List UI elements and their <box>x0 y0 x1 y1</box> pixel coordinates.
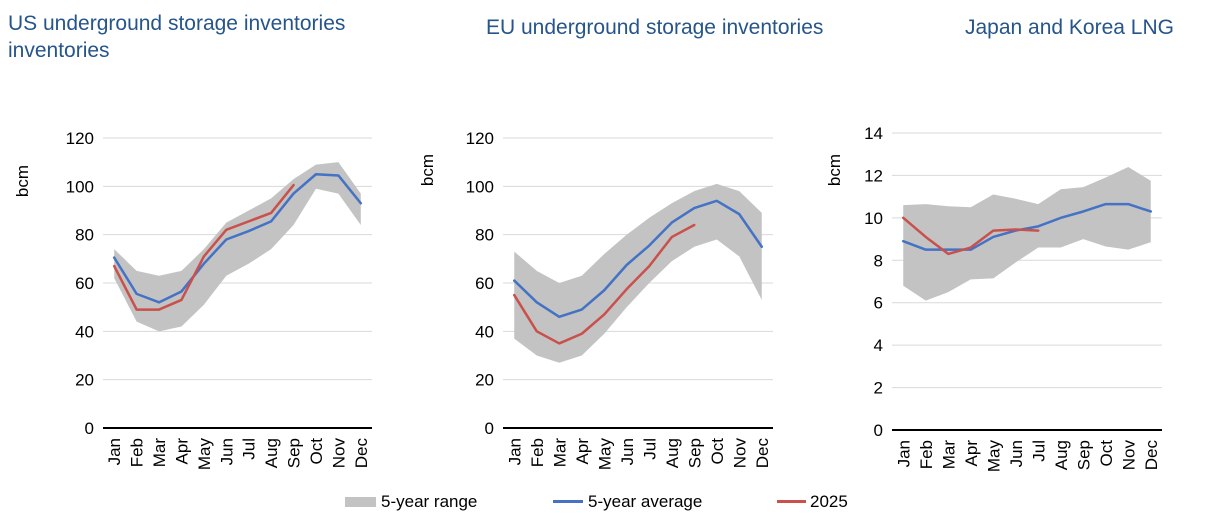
x-tick-label-dec: Dec <box>753 438 772 469</box>
y-tick-label-120: 120 <box>466 129 494 148</box>
x-tick-label-nov: Nov <box>1119 440 1138 471</box>
x-tick-label-mar: Mar <box>150 438 169 468</box>
x-tick-label-jul: Jul <box>640 438 659 460</box>
y-tick-label-120: 120 <box>66 129 94 148</box>
x-tick-label-jul: Jul <box>240 438 259 460</box>
y-tick-label-8: 8 <box>874 251 883 270</box>
y-tick-label-6: 6 <box>874 294 883 313</box>
x-tick-label-jun: Jun <box>217 438 236 465</box>
y-tick-label-12: 12 <box>864 166 883 185</box>
y-tick-label-100: 100 <box>466 177 494 196</box>
chart-title-eu-line1: EU underground storage inventories <box>486 16 824 39</box>
x-tick-label-aug: Aug <box>663 438 682 468</box>
five-year-range-band <box>903 166 1151 301</box>
five-year-range-band <box>514 183 762 363</box>
x-tick-label-apr: Apr <box>573 438 592 465</box>
chart-title-us-line1: US underground storage inventories <box>8 12 346 35</box>
x-tick-label-oct: Oct <box>708 438 727 465</box>
x-tick-label-jul: Jul <box>1029 440 1048 462</box>
y-tick-label-40: 40 <box>75 322 94 341</box>
legend-swatch-5-year-range <box>345 497 376 507</box>
x-tick-label-feb: Feb <box>917 440 936 469</box>
x-tick-label-nov: Nov <box>730 438 749 469</box>
y-tick-label-20: 20 <box>475 371 494 390</box>
line-2025 <box>513 223 696 345</box>
x-tick-label-jan: Jan <box>505 438 524 465</box>
x-tick-label-oct: Oct <box>1097 440 1116 467</box>
x-tick-label-sep: Sep <box>1074 440 1093 470</box>
us-storage-chart-plot: 0 20 40 60 80 100 120 bcm Jan Feb Mar Apr May Jun Jul A… <box>13 129 372 471</box>
y-tick-label-80: 80 <box>475 226 494 245</box>
y-tick-label-100: 100 <box>66 177 94 196</box>
y-tick-label-10: 10 <box>864 209 883 228</box>
chart-title-us-line2: inventories <box>8 39 110 62</box>
y-tick-label-80: 80 <box>75 226 94 245</box>
y-tick-label-0: 0 <box>485 419 494 438</box>
y-axis-unit-label: bcm <box>13 165 32 197</box>
x-tick-label-jan: Jan <box>105 438 124 465</box>
legend-swatch-5-year-average <box>553 500 583 503</box>
five-year-average-line <box>112 173 363 304</box>
x-tick-label-aug: Aug <box>1052 440 1071 470</box>
y-tick-label-60: 60 <box>75 274 94 293</box>
chart-title-japan-korea-line1: Japan and Korea LNG <box>965 16 1174 39</box>
five-year-average-line <box>513 199 763 319</box>
y-tick-label-60: 60 <box>475 274 494 293</box>
legend-label-2025: 2025 <box>810 492 848 511</box>
x-tick-label-nov: Nov <box>329 438 348 469</box>
x-tick-label-may: May <box>195 438 214 471</box>
x-tick-label-feb: Feb <box>128 438 147 467</box>
y-tick-label-4: 4 <box>874 336 883 355</box>
eu-storage-chart-plot: 0 20 40 60 80 100 120 bcm Jan Feb Mar Apr May Jun Jul A… <box>418 129 773 471</box>
y-tick-label-0: 0 <box>874 421 883 440</box>
x-tick-label-feb: Feb <box>528 438 547 467</box>
y-tick-label-14: 14 <box>864 124 883 143</box>
x-tick-label-apr: Apr <box>962 440 981 467</box>
chart-title-japan-korea: Japan and Korea LNG <box>965 14 1174 41</box>
x-tick-label-mar: Mar <box>550 438 569 468</box>
line-2025 <box>112 183 295 311</box>
line-2025 <box>902 216 1040 256</box>
x-tick-label-dec: Dec <box>352 438 371 469</box>
legend-swatch-2025 <box>777 500 806 503</box>
y-axis-unit-label: bcm <box>418 154 437 186</box>
x-tick-label-aug: Aug <box>262 438 281 468</box>
legend-label-5-year-range: 5-year range <box>381 492 478 511</box>
x-tick-label-jan: Jan <box>894 440 913 467</box>
x-tick-label-oct: Oct <box>307 438 326 465</box>
x-tick-label-may: May <box>984 440 1003 473</box>
x-tick-label-dec: Dec <box>1142 440 1161 471</box>
japan-korea-lng-chart-plot: 0 2 4 6 8 10 12 14 bcm Jan Feb Mar Apr May Jun Jul Aug Se… <box>825 124 1162 473</box>
legend-label-5-year-average: 5-year average <box>588 492 703 511</box>
y-tick-label-20: 20 <box>75 371 94 390</box>
x-tick-label-apr: Apr <box>172 438 191 465</box>
x-tick-label-sep: Sep <box>685 438 704 468</box>
x-tick-label-sep: Sep <box>285 438 304 468</box>
chart-title-us: US underground storage inventories inven… <box>8 10 345 64</box>
five-year-range-band <box>114 162 361 332</box>
chart-title-eu: EU underground storage inventories <box>486 14 823 41</box>
y-axis-unit-label: bcm <box>825 154 844 186</box>
x-tick-label-may: May <box>595 438 614 471</box>
y-tick-label-2: 2 <box>874 379 883 398</box>
y-tick-label-0: 0 <box>85 419 94 438</box>
x-tick-label-jun: Jun <box>618 438 637 465</box>
x-tick-label-jun: Jun <box>1007 440 1026 467</box>
y-tick-label-40: 40 <box>475 322 494 341</box>
x-tick-label-mar: Mar <box>939 440 958 470</box>
